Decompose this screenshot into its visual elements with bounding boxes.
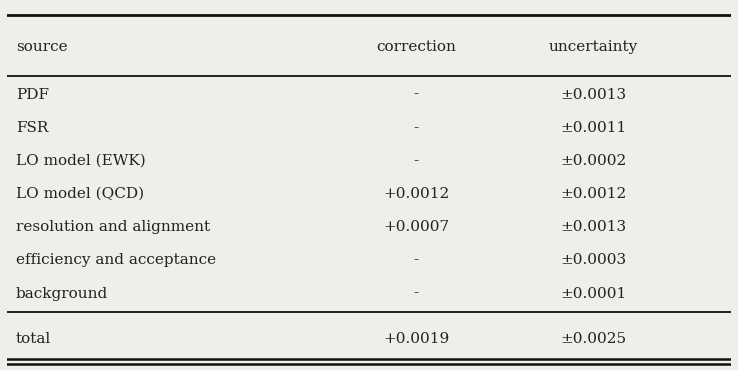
Text: total: total (16, 332, 52, 346)
Text: resolution and alignment: resolution and alignment (16, 220, 210, 234)
Text: ±0.0001: ±0.0001 (560, 286, 627, 300)
Text: ±0.0003: ±0.0003 (560, 253, 627, 268)
Text: -: - (413, 88, 418, 102)
Text: ±0.0002: ±0.0002 (560, 154, 627, 168)
Text: efficiency and acceptance: efficiency and acceptance (16, 253, 216, 268)
Text: ±0.0013: ±0.0013 (560, 220, 627, 234)
Text: ±0.0011: ±0.0011 (560, 121, 627, 135)
Text: LO model (QCD): LO model (QCD) (16, 187, 144, 201)
Text: ±0.0013: ±0.0013 (560, 88, 627, 102)
Text: -: - (413, 154, 418, 168)
Text: FSR: FSR (16, 121, 49, 135)
Text: +0.0019: +0.0019 (383, 332, 449, 346)
Text: source: source (16, 40, 68, 54)
Text: PDF: PDF (16, 88, 49, 102)
Text: -: - (413, 121, 418, 135)
Text: -: - (413, 286, 418, 300)
Text: uncertainty: uncertainty (548, 40, 638, 54)
Text: ±0.0025: ±0.0025 (560, 332, 627, 346)
Text: correction: correction (376, 40, 456, 54)
Text: LO model (EWK): LO model (EWK) (16, 154, 146, 168)
Text: +0.0012: +0.0012 (383, 187, 449, 201)
Text: background: background (16, 286, 108, 300)
Text: -: - (413, 253, 418, 268)
Text: +0.0007: +0.0007 (383, 220, 449, 234)
Text: ±0.0012: ±0.0012 (560, 187, 627, 201)
